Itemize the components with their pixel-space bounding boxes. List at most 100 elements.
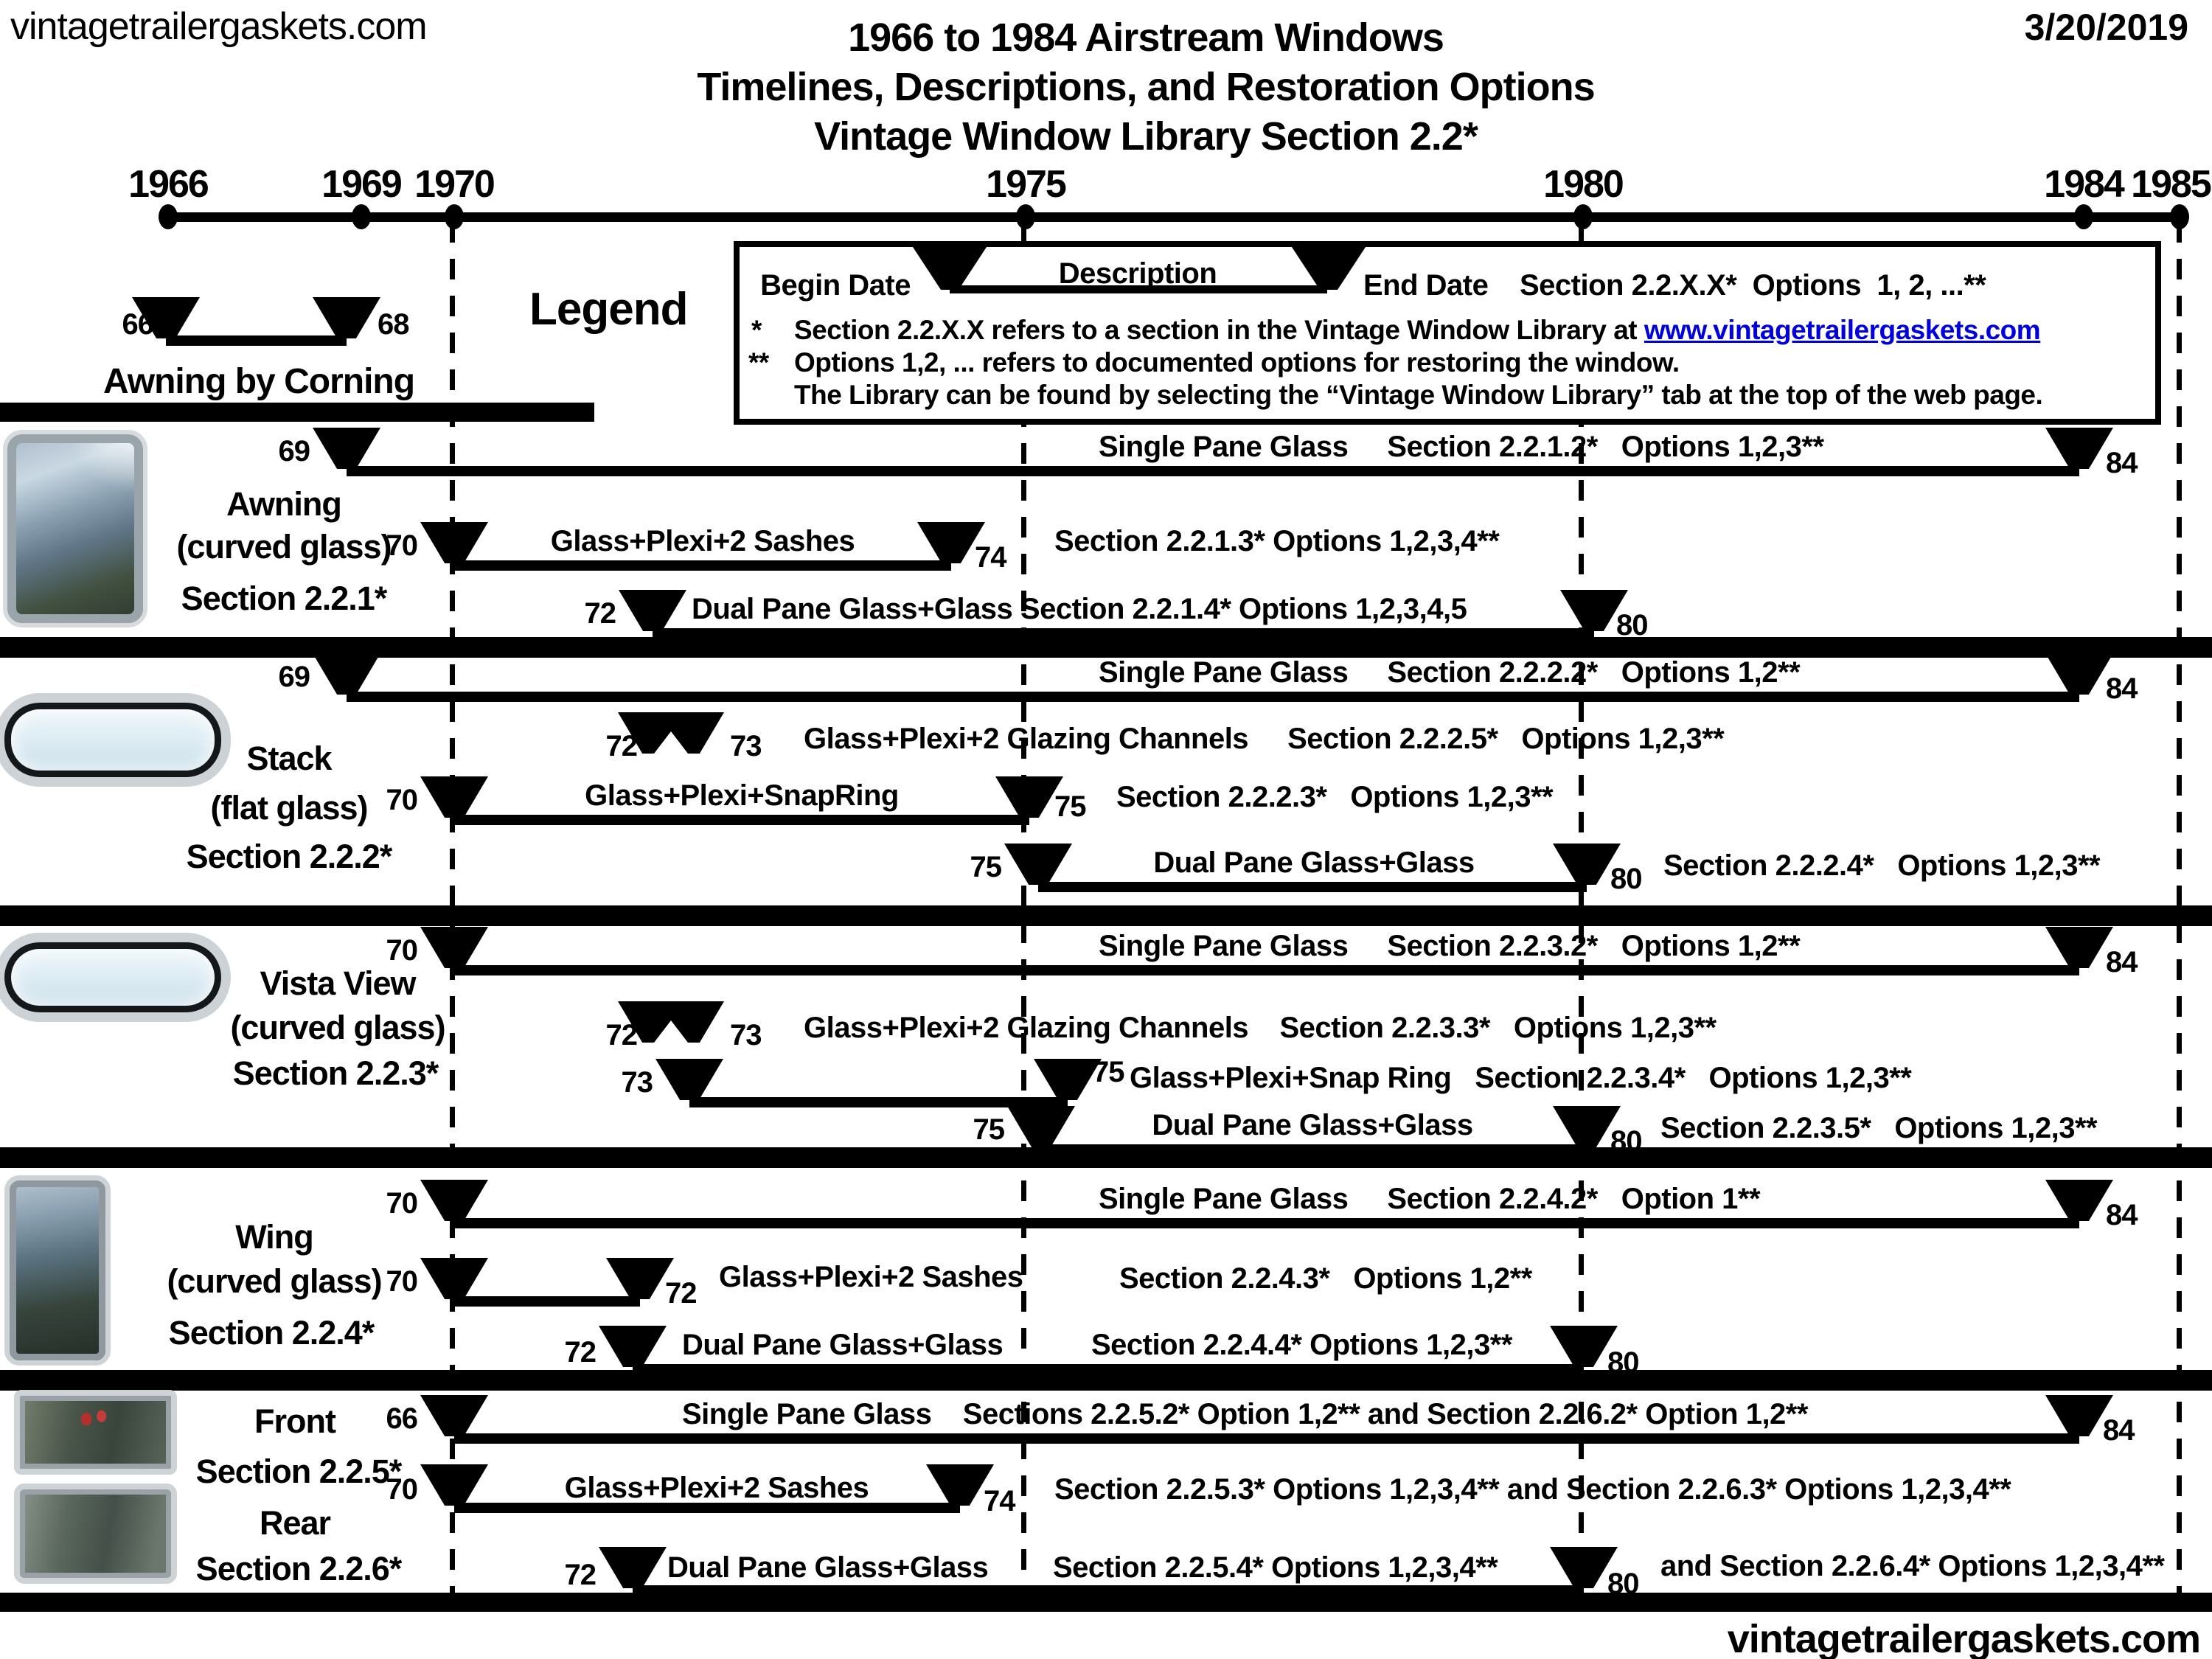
legend-star1-mark: * [751, 315, 762, 345]
vista-row2-bar [689, 1097, 1068, 1107]
wing-row2-bar [633, 1364, 1584, 1374]
frontrear-marker-70 [420, 1464, 488, 1506]
awning-marker-label-70: 70 [386, 529, 418, 562]
stack-row1-text-0: Glass+Plexi+2 Glazing Channels Section 2… [804, 723, 1725, 755]
stack-row2-bar [454, 815, 1029, 825]
vista-marker-label-70: 70 [386, 934, 418, 967]
frontrear-row1-text-0: Glass+Plexi+2 Sashes [564, 1472, 869, 1504]
stack-pair-notch [654, 731, 688, 754]
frontrear-row1-bar [454, 1503, 960, 1513]
wing-label-2: Section 2.2.4* [168, 1314, 375, 1352]
frontrear-row2-text-1: Section 2.2.5.4* Options 1,2,3,4** [1053, 1551, 1498, 1584]
legend-title: Legend [529, 284, 688, 335]
legend-sample-bar [950, 285, 1327, 293]
stack-marker-84 [2045, 653, 2113, 695]
page-title: 1966 to 1984 Airstream Windows Timelines… [408, 13, 1883, 161]
frontrear-row2-text-0: Dual Pane Glass+Glass [667, 1551, 989, 1584]
corning-caption: Awning by Corning [102, 362, 415, 401]
stack-label-2: Section 2.2.2* [186, 838, 393, 875]
awning-row2-bar [653, 628, 1594, 639]
rear-window-photo [14, 1484, 177, 1584]
stack-marker-label-84: 84 [2106, 672, 2138, 705]
stack-label-1: (flat glass) [210, 789, 368, 827]
axis-dot-1970 [445, 204, 464, 229]
frontrear-marker-label-72: 72 [564, 1559, 597, 1591]
stack-row3-text-0: Dual Pane Glass+Glass [1153, 846, 1475, 879]
axis-dot-1984 [2074, 204, 2093, 229]
awning-marker-label-74: 74 [975, 541, 1006, 574]
vista-marker-75 [1007, 1106, 1075, 1147]
frontrear-marker-label-70: 70 [386, 1473, 418, 1506]
corning-marker-label-66: 66 [122, 308, 154, 341]
wing-marker-70 [420, 1258, 488, 1299]
axis-dot-1975 [1016, 204, 1035, 229]
wing-marker-label-70: 70 [386, 1187, 418, 1220]
awning-row0-text-0: Single Pane Glass Section 2.2.1.2* Optio… [1099, 431, 1824, 463]
vista-label-0: Vista View [260, 964, 417, 1002]
legend-star1-text: Section 2.2.X.X refers to a section in t… [794, 315, 1644, 345]
axis-year-1969: 1969 [321, 163, 403, 206]
vista-row2-text-0: Glass+Plexi+Snap Ring Section 2.2.3.4* O… [1130, 1062, 1912, 1094]
axis-dot-1969 [352, 204, 371, 229]
wing-row0-text-0: Single Pane Glass Section 2.2.4.2* Optio… [1099, 1183, 1761, 1215]
corning-bar [166, 335, 347, 346]
wing-marker-label-80: 80 [1607, 1346, 1639, 1379]
awning-row1-text-0: Glass+Plexi+2 Sashes [550, 525, 855, 557]
awning-marker-84 [2045, 428, 2113, 469]
legend-begin-marker-icon [913, 247, 987, 290]
vista-marker-label-73: 73 [730, 1019, 762, 1051]
vista-marker-label-75: 75 [973, 1113, 1005, 1146]
frontrear-row2-bar [633, 1585, 1584, 1596]
header-date: 3/20/2019 [2024, 7, 2188, 48]
frontrear-marker-72 [599, 1547, 667, 1588]
header-site-name: vintagetrailergaskets.com [10, 5, 428, 48]
legend-begin-date-label: Begin Date [760, 269, 911, 302]
vista-row1-text-0: Glass+Plexi+2 Glazing Channels Section 2… [804, 1012, 1717, 1044]
awning-marker-72 [619, 590, 686, 631]
stack-row2-text-1: Section 2.2.2.3* Options 1,2,3** [1116, 781, 1554, 813]
frontrear-row0-text-0: Single Pane Glass Sections 2.2.5.2* Opti… [682, 1398, 1808, 1430]
stack-row0-text-0: Single Pane Glass Section 2.2.2.2* Optio… [1099, 656, 1801, 689]
frontrear-marker-label-80: 80 [1607, 1568, 1639, 1600]
vista-marker-84 [2045, 927, 2113, 968]
stack-marker-75 [1004, 844, 1072, 885]
stack-marker-label-75: 75 [1054, 790, 1086, 823]
axis-year-1980: 1980 [1543, 163, 1624, 206]
stack-row3-bar [1038, 882, 1587, 892]
vista-marker-label-84: 84 [2106, 946, 2138, 978]
frontrear-label-2: Rear [259, 1504, 331, 1542]
awning-label-0: Awning [226, 485, 342, 523]
footer-site-name: vintagetrailergaskets.com [1727, 1617, 2201, 1659]
wing-marker-72 [606, 1258, 674, 1299]
wing-marker-label-70: 70 [386, 1265, 418, 1298]
wing-marker-84 [2045, 1180, 2113, 1221]
title-line-2: Timelines, Descriptions, and Restoration… [697, 65, 1595, 109]
legend-star2-text: Options 1,2, ... refers to documented op… [794, 347, 1680, 378]
vista-label-1: (curved glass) [230, 1009, 445, 1046]
library-link[interactable]: www.vintagetrailergaskets.com [1644, 315, 2041, 345]
stack-marker-label-75: 75 [970, 851, 1002, 883]
vista-row3-text-1: Section 2.2.3.5* Options 1,2,3** [1660, 1112, 2098, 1144]
vista-marker-label-80: 80 [1610, 1125, 1642, 1158]
legend-star2-mark: ** [748, 347, 769, 378]
frontrear-row1-text-1: Section 2.2.5.3* Options 1,2,3,4** and S… [1054, 1473, 2011, 1506]
wing-row2-text-0: Dual Pane Glass+Glass [682, 1329, 1004, 1361]
awning-marker-label-69: 69 [278, 435, 310, 467]
frontrear-marker-66 [420, 1395, 488, 1436]
awning-marker-label-80: 80 [1616, 609, 1648, 641]
wing-marker-label-72: 72 [564, 1336, 597, 1368]
legend-box: Begin Date Description End Date Section … [734, 241, 2161, 425]
frontrear-marker-label-66: 66 [386, 1402, 418, 1435]
legend-star3-text: The Library can be found by selecting th… [794, 380, 2043, 410]
stack-window-photo [4, 703, 221, 777]
vista-marker-label-73: 73 [621, 1066, 653, 1099]
stack-marker-label-72: 72 [605, 730, 638, 762]
legend-star1-line: Section 2.2.X.X refers to a section in t… [794, 315, 2041, 346]
awning-label-1: (curved glass) [176, 528, 392, 566]
stack-label-0: Stack [246, 740, 332, 777]
vista-row0-text-0: Single Pane Glass Section 2.2.3.2* Optio… [1099, 930, 1801, 962]
awning-marker-69 [313, 428, 380, 469]
wing-label-0: Wing [235, 1218, 314, 1256]
wing-marker-label-84: 84 [2106, 1199, 2138, 1231]
